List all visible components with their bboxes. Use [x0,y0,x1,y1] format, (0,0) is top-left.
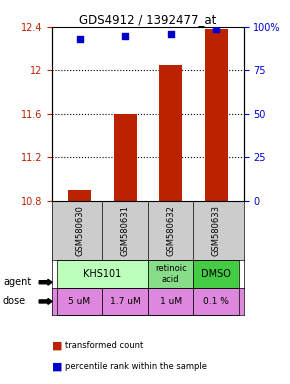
Text: DMSO: DMSO [201,269,231,279]
Point [123,33,127,39]
FancyBboxPatch shape [57,260,148,288]
Text: dose: dose [3,296,26,306]
FancyBboxPatch shape [148,288,193,315]
Bar [68,190,91,201]
Text: ■: ■ [52,362,63,372]
Point [214,26,219,32]
FancyBboxPatch shape [148,260,193,288]
Text: 1 uM: 1 uM [160,297,182,306]
FancyBboxPatch shape [57,288,102,315]
Text: GSM580631: GSM580631 [121,205,130,256]
Bar [205,29,228,201]
Bar [114,114,137,201]
Point [77,36,82,42]
Text: GSM580633: GSM580633 [212,205,221,256]
Title: GDS4912 / 1392477_at: GDS4912 / 1392477_at [79,13,217,26]
Text: agent: agent [3,277,31,287]
FancyBboxPatch shape [102,288,148,315]
Text: 5 uM: 5 uM [68,297,90,306]
FancyBboxPatch shape [193,288,239,315]
Text: KHS101: KHS101 [83,269,122,279]
Text: GSM580632: GSM580632 [166,205,175,256]
Text: transformed count: transformed count [65,341,144,350]
Text: ■: ■ [52,341,63,351]
Text: retinoic
acid: retinoic acid [155,264,186,284]
Text: 0.1 %: 0.1 % [203,297,229,306]
Point [168,31,173,37]
Bar [159,65,182,201]
Text: 1.7 uM: 1.7 uM [110,297,140,306]
FancyBboxPatch shape [193,260,239,288]
Text: GSM580630: GSM580630 [75,205,84,256]
Text: percentile rank within the sample: percentile rank within the sample [65,362,207,371]
